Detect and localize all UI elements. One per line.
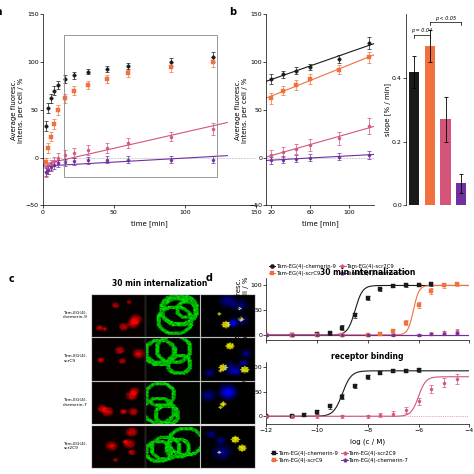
Text: b: b: [228, 7, 236, 17]
Text: 30 min internalization: 30 min internalization: [112, 279, 208, 288]
Text: Tam-EG(4)-
chemerin-9: Tam-EG(4)- chemerin-9: [63, 311, 87, 319]
Text: p = 0.04: p = 0.04: [411, 28, 432, 33]
Y-axis label: Average fluoresc.
Intens. per cell / %: Average fluoresc. Intens. per cell / %: [236, 276, 249, 342]
X-axis label: log (c / M): log (c / M): [350, 438, 385, 445]
Text: Tam-EG(4)-
scr2C9: Tam-EG(4)- scr2C9: [64, 442, 87, 450]
Y-axis label: netBRET / %: netBRET / %: [243, 371, 249, 414]
Bar: [440, 119, 451, 205]
Text: a: a: [0, 7, 2, 17]
Y-axis label: slope [% / min]: slope [% / min]: [384, 83, 391, 137]
Text: p < 0.05: p < 0.05: [435, 16, 456, 20]
Title: 30 min internalization: 30 min internalization: [320, 268, 415, 277]
Text: c: c: [9, 274, 14, 284]
Y-axis label: Average fluoresc.
Intens. per cell / %: Average fluoresc. Intens. per cell / %: [11, 77, 24, 143]
Bar: [64, 35, 218, 177]
Legend: Tam-EG(4)-chemerin-9, Tam-EG(4)-scrC9, Tam-EG(4)-scr2C9, Tam-EG(4)-chemerin-7: Tam-EG(4)-chemerin-9, Tam-EG(4)-scrC9, T…: [267, 262, 409, 278]
Bar: [409, 72, 419, 205]
Y-axis label: Average fluoresc.
Intens. per cell / %: Average fluoresc. Intens. per cell / %: [235, 77, 248, 143]
X-axis label: time [min]: time [min]: [131, 220, 168, 227]
Bar: [456, 183, 466, 205]
X-axis label: time [min]: time [min]: [301, 220, 338, 227]
Text: d: d: [205, 273, 212, 283]
Legend: Tam-EG(4)-chemerin-9, Tam-EG(4)-scrC9, Tam-EG(4)-scr2C9, Tam-EG(4)-chemerin-7: Tam-EG(4)-chemerin-9, Tam-EG(4)-scrC9, T…: [269, 448, 411, 465]
Text: Tam-EG(4)-
chemerin-7: Tam-EG(4)- chemerin-7: [63, 398, 87, 407]
Bar: [425, 46, 435, 205]
Title: receptor binding: receptor binding: [331, 352, 404, 361]
Text: Tam-EG(4)-
scrC9: Tam-EG(4)- scrC9: [64, 355, 87, 363]
